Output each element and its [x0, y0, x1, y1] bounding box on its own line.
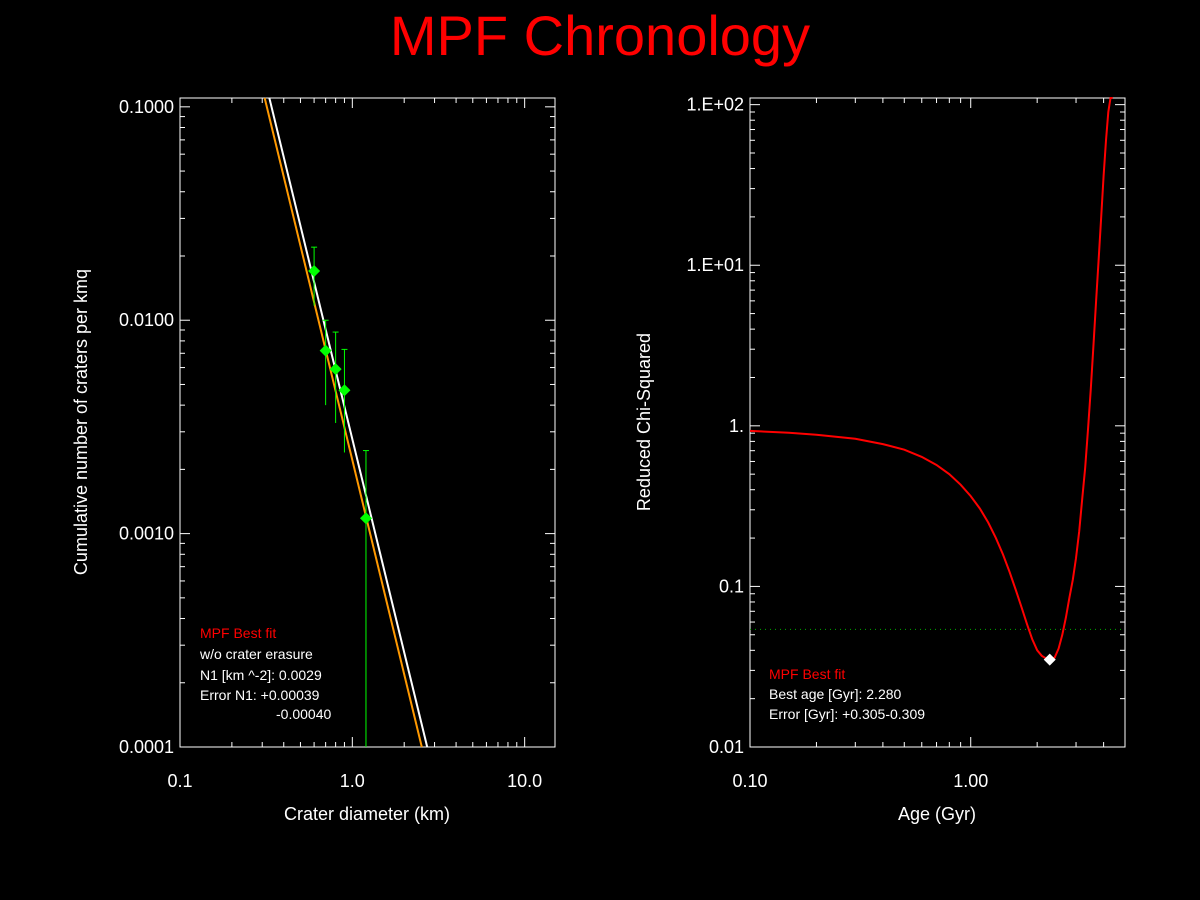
- left-data-points: [308, 246, 372, 747]
- chi-squared-curve: [749, 97, 1113, 661]
- fit-line-orange: [263, 97, 423, 748]
- right-y-tick-label: 1.E+02: [686, 95, 744, 115]
- right-annotation-line-1: Best age [Gyr]: 2.280: [769, 686, 902, 702]
- right-y-tick-label: 1.: [729, 416, 744, 436]
- fit-line-white: [268, 97, 429, 748]
- right-x-axis-label: Age (Gyr): [898, 804, 976, 824]
- left-y-axis-label: Cumulative number of craters per kmq: [71, 269, 91, 575]
- left-annotation-line-1: w/o crater erasure: [199, 646, 313, 662]
- left-y-tick-label: 0.0001: [119, 737, 174, 757]
- right-x-tick-label: 1.00: [953, 771, 988, 791]
- left-y-tick-label: 0.0100: [119, 310, 174, 330]
- left-annotation-line-2: N1 [km ^-2]: 0.0029: [200, 667, 322, 683]
- left-y-tick-label: 0.1000: [119, 97, 174, 117]
- left-x-tick-label: 0.1: [167, 771, 192, 791]
- right-axis-ticks: 0.10 1.00 1.E+02 1.E+01 1. 0.1 0.01: [686, 95, 1126, 791]
- data-point: [319, 344, 332, 357]
- left-annotation-heading: MPF Best fit: [200, 625, 276, 641]
- left-x-tick-label: 1.0: [340, 771, 365, 791]
- right-plot-frame: [749, 97, 1126, 748]
- right-y-tick-label: 0.01: [709, 737, 744, 757]
- left-x-tick-label: 10.0: [507, 771, 542, 791]
- left-plot-frame: [179, 97, 556, 748]
- page-title: MPF Chronology: [389, 4, 811, 67]
- right-annotation-line-2: Error [Gyr]: +0.305-0.309: [769, 706, 925, 722]
- right-y-tick-label: 0.1: [719, 576, 744, 596]
- data-point: [329, 363, 342, 376]
- right-y-tick-label: 1.E+01: [686, 255, 744, 275]
- left-x-axis-label: Crater diameter (km): [284, 804, 450, 824]
- data-point: [359, 512, 372, 525]
- right-annotation-heading: MPF Best fit: [769, 666, 845, 682]
- left-annotation-line-4: -0.00040: [276, 706, 331, 722]
- left-annotation-line-3: Error N1: +0.00039: [200, 687, 320, 703]
- best-age-marker: [1043, 653, 1056, 666]
- left-fit-lines: [263, 97, 429, 748]
- left-y-tick-label: 0.0010: [119, 524, 174, 544]
- left-axis-ticks: 0.1 1.0 10.0 0.1000 0.0100 0.0010 0.0001: [119, 97, 555, 791]
- right-x-tick-label: 0.10: [732, 771, 767, 791]
- data-point: [338, 384, 351, 397]
- right-y-axis-label: Reduced Chi-Squared: [634, 333, 654, 511]
- data-point: [308, 265, 321, 278]
